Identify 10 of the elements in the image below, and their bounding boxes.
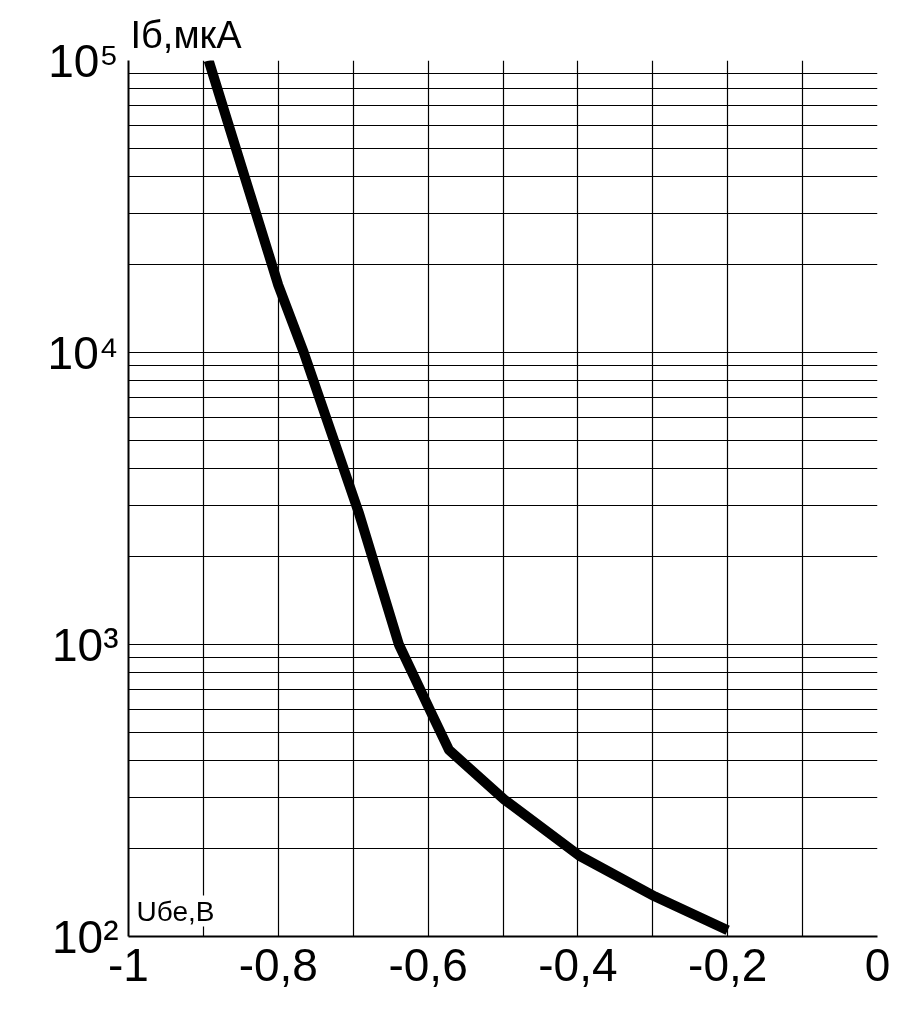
x-tick-label: 0 <box>864 938 891 991</box>
y-axis-title: Iб,мкА <box>130 13 243 56</box>
x-tick-label: -0,6 <box>388 938 468 991</box>
x-tick-label: -0,2 <box>688 938 768 991</box>
y-tick-label: 10⁴ <box>47 326 119 379</box>
x-tick-label: -0,8 <box>238 938 318 991</box>
y-tick-label: 10³ <box>52 618 119 671</box>
y-tick-label: 10⁵ <box>48 34 119 87</box>
x-tick-label: -0,4 <box>538 938 618 991</box>
x-axis-title: Uбе,В <box>136 895 215 927</box>
